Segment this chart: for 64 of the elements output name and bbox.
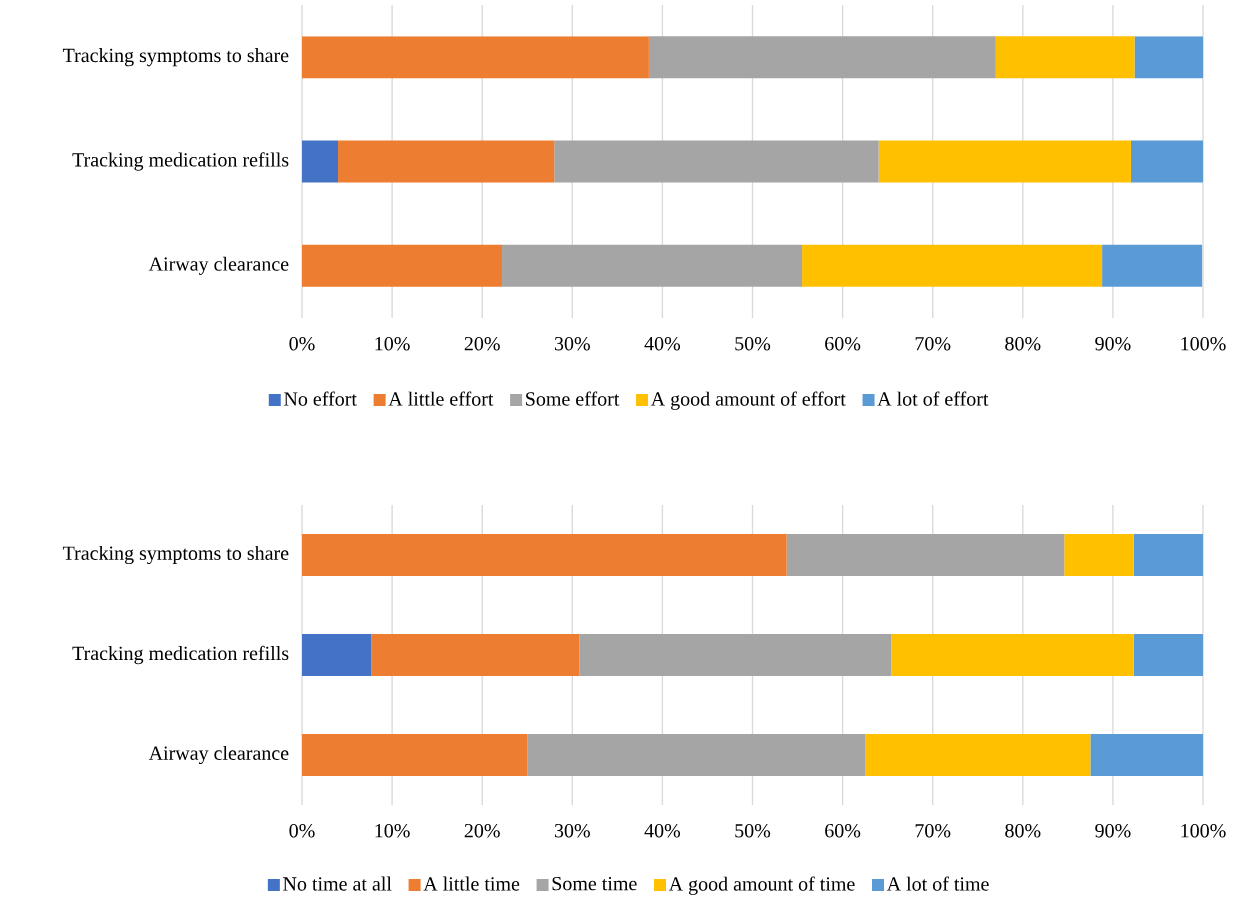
x-tick-label: 100% [1181,823,1226,838]
bar [302,534,787,576]
x-tick-label: 90% [1095,336,1131,351]
legend-label: A little time [423,876,520,891]
x-tick-label: 80% [1005,336,1041,351]
x-tick-label: 10% [375,823,410,838]
bar [648,36,996,79]
x-tick-label: 40% [644,823,681,838]
bar [338,140,555,183]
bar [802,244,1103,287]
bar [554,140,879,183]
legend-label: A good amount of effort [650,391,846,410]
bar [1064,534,1134,576]
bar [1133,634,1204,676]
x-tick-label: 60% [825,823,861,838]
bar [302,140,339,183]
x-tick-label: 40% [644,336,681,351]
bar [302,36,649,79]
y-tick-label: Tracking medication refills [72,645,289,665]
legend-label: No time at all [283,876,392,891]
legend-label: A little effort [388,391,494,406]
bar [786,534,1065,576]
x-tick-label: 0% [289,823,315,838]
bar [891,634,1134,676]
bar [1133,534,1204,576]
legend-label: No effort [284,391,357,406]
bar [302,244,503,287]
legend-label: A lot of effort [877,391,989,406]
bar [1090,734,1204,776]
x-tick-label: 70% [915,336,951,351]
bar [302,634,372,676]
x-tick-label: 20% [464,336,500,351]
x-tick-label: 20% [464,823,500,838]
bar [1102,244,1203,287]
x-tick-label: 50% [735,823,771,838]
bar [995,36,1135,79]
x-tick-label: 70% [915,823,951,838]
legend-label: Some effort [526,391,620,406]
bar [1134,36,1204,79]
x-tick-label: 60% [825,336,861,351]
legend-label: A good amount of time [668,876,855,895]
x-tick-label: 30% [554,336,590,351]
bar [878,140,1131,183]
y-tick-label: Tracking symptoms to share [62,48,289,67]
y-tick-label: Tracking symptoms to share [62,545,289,565]
x-tick-label: 10% [375,336,410,351]
bar [502,244,803,287]
legend-label: A lot of time [886,876,989,891]
y-tick-label: Tracking medication refills [72,152,289,171]
y-tick-label: Airway clearance [148,256,289,275]
bar [371,634,580,676]
x-tick-label: 80% [1005,823,1041,838]
y-tick-label: Airway clearance [148,745,289,765]
x-tick-label: 100% [1181,336,1226,351]
x-tick-label: 90% [1095,823,1131,838]
x-tick-label: 0% [289,336,315,351]
bar [302,734,528,776]
bar [527,734,866,776]
x-tick-label: 30% [554,823,590,838]
legend-label: Some time [552,876,637,891]
bar [579,634,892,676]
bar [1130,140,1204,183]
bar [865,734,1091,776]
x-tick-label: 50% [735,336,771,351]
